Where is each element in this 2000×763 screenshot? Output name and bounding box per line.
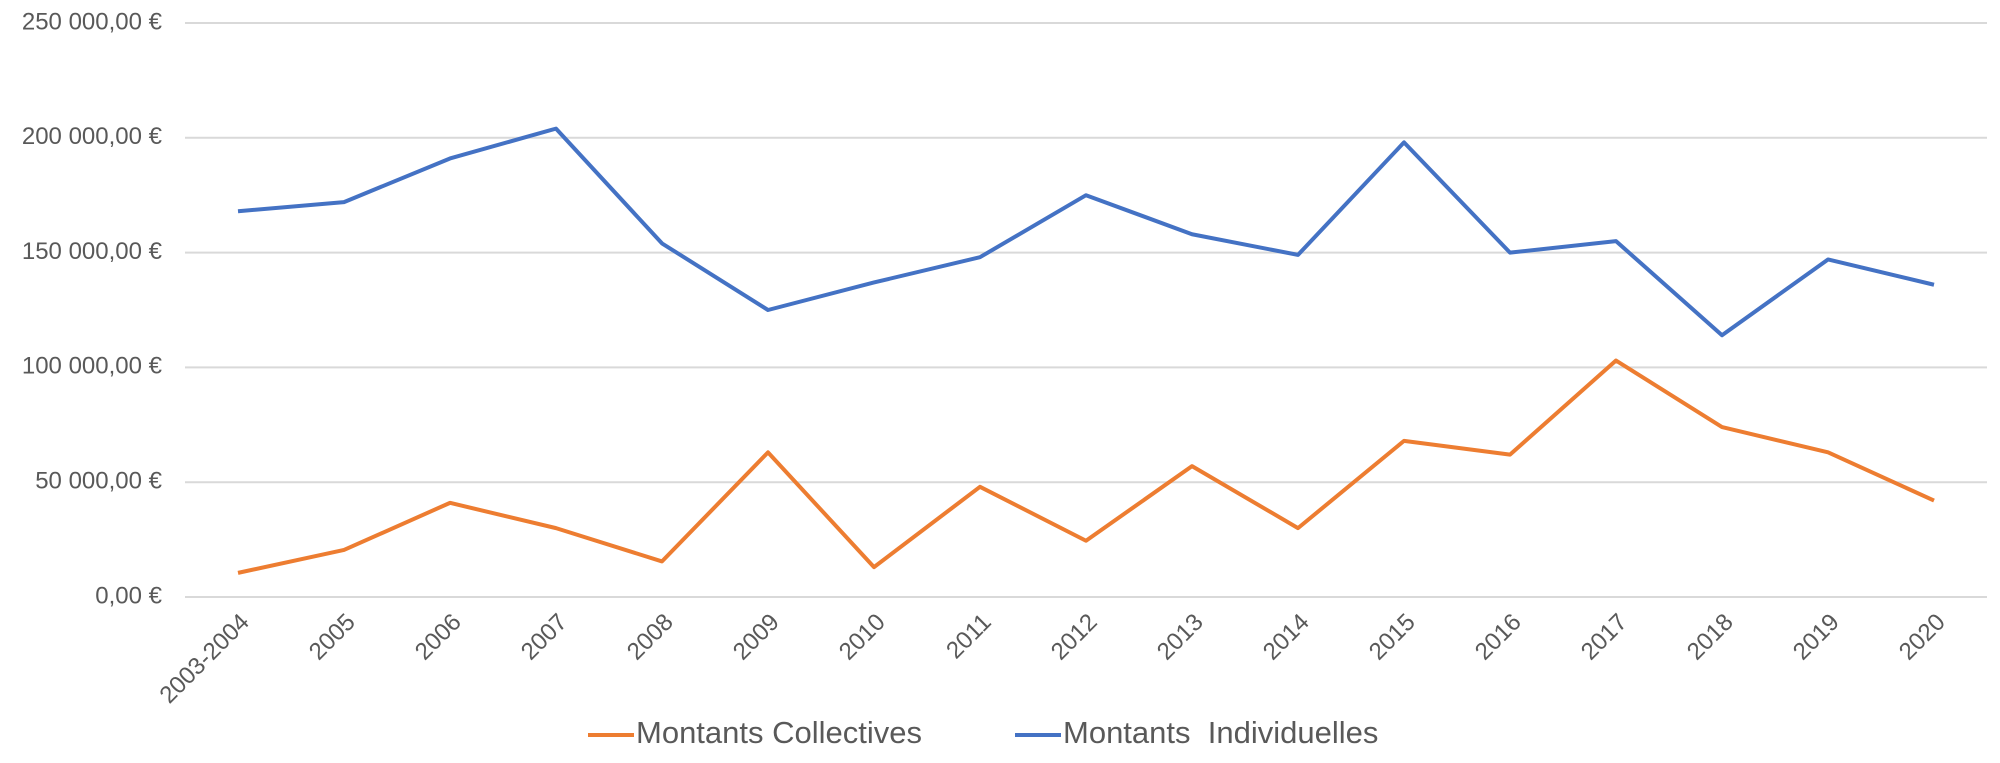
data-line	[237, 358, 1935, 575]
x-tick-label: 2006	[410, 609, 467, 666]
x-tick-label: 2012	[1046, 609, 1103, 666]
x-tick-label: 2009	[728, 609, 785, 666]
y-tick-label: 250 000,00 €	[22, 8, 163, 35]
data-line	[237, 126, 1935, 338]
x-tick-label: 2008	[622, 609, 679, 666]
y-tick-label: 200 000,00 €	[22, 123, 163, 150]
x-tick-label: 2019	[1788, 609, 1845, 666]
x-tick-label: 2016	[1470, 609, 1527, 666]
x-tick-label: 2011	[941, 609, 997, 665]
x-tick-label: 2014	[1258, 609, 1315, 666]
x-tick-label: 2017	[1576, 609, 1633, 666]
y-tick-label: 50 000,00 €	[35, 468, 162, 495]
x-tick-label: 2013	[1152, 609, 1209, 666]
x-tick-label: 2003-2004	[154, 609, 254, 709]
y-tick-label: 100 000,00 €	[22, 353, 163, 380]
legend-text: Montants Individuelles	[1063, 715, 1378, 750]
x-tick-label: 2020	[1894, 609, 1951, 666]
legend-text: Montants Collectives	[636, 715, 922, 750]
x-tick-label: 2010	[834, 609, 891, 666]
x-tick-label: 2015	[1364, 609, 1421, 666]
y-tick-label: 0,00 €	[95, 582, 162, 609]
y-tick-label: 150 000,00 €	[22, 238, 163, 265]
x-tick-label: 2007	[516, 609, 573, 666]
x-tick-label: 2018	[1682, 609, 1739, 666]
x-tick-label: 2005	[304, 609, 361, 666]
